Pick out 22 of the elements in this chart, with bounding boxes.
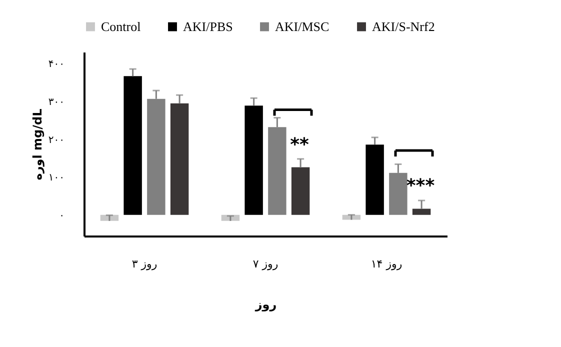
- bar: [291, 167, 310, 215]
- y-tick-label: ۳۰۰: [48, 96, 64, 108]
- bar: [124, 76, 142, 215]
- legend-label: AKI/S-Nrf2: [372, 18, 435, 34]
- x-axis-title: روز: [254, 298, 277, 312]
- y-tick-label: ۰: [59, 210, 64, 222]
- x-tick-label: ۳ روز: [132, 258, 158, 270]
- legend-label: AKI/PBS: [183, 18, 233, 34]
- bar: [412, 208, 431, 215]
- y-tick-label: ۴۰۰: [48, 59, 64, 70]
- y-axis-title: اوره mg/dL: [30, 108, 44, 180]
- y-tick-label: ۲۰۰: [48, 134, 64, 146]
- legend-label: AKI/MSC: [275, 18, 330, 34]
- bar: [170, 103, 189, 215]
- bar: [244, 106, 263, 215]
- x-tick-label: ۷ روز: [252, 258, 278, 270]
- annotation: **: [290, 134, 310, 156]
- bar: [366, 144, 384, 215]
- x-tick-label: ۱۴ روز: [370, 258, 402, 270]
- legend-label: Control: [101, 18, 142, 34]
- y-tick-label: ۱۰۰: [48, 172, 64, 184]
- annotation: ***: [406, 176, 436, 197]
